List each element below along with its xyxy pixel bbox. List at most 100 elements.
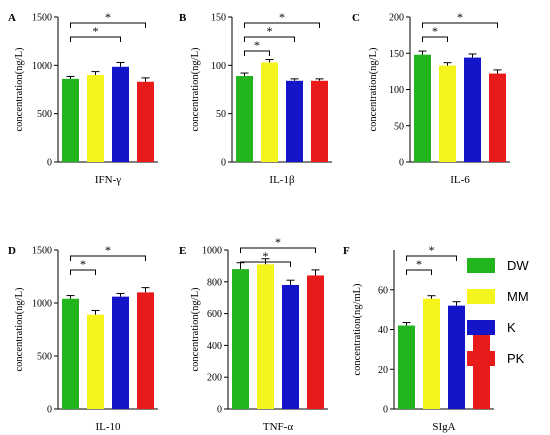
legend: DW MM K PK bbox=[467, 256, 547, 380]
y-tick-label: 200 bbox=[389, 13, 404, 24]
y-axis-label: concentration(ng/mL) bbox=[352, 283, 363, 376]
y-tick-label: 60 bbox=[378, 285, 388, 296]
y-tick-label: 800 bbox=[207, 277, 222, 288]
bar-dw bbox=[62, 78, 79, 162]
legend-label-pk: PK bbox=[507, 350, 525, 366]
panel-letter: C bbox=[352, 12, 360, 24]
y-axis-label: concentration(ng/L) bbox=[190, 47, 201, 131]
y-tick-label: 100 bbox=[389, 85, 404, 96]
y-tick-label: 0 bbox=[47, 405, 52, 416]
significance-bracket bbox=[406, 269, 432, 275]
legend-item-mm: MM bbox=[467, 287, 547, 305]
y-tick-label: 400 bbox=[207, 341, 222, 352]
y-tick-label: 200 bbox=[207, 373, 222, 384]
panel-e: E 0 200 400 600 800 1000 concentration(ng/L) TNF… bbox=[179, 235, 328, 433]
legend-swatch-k bbox=[467, 319, 495, 335]
x-axis-label: SIgA bbox=[432, 421, 455, 433]
bar-mm bbox=[87, 314, 104, 409]
bar-k bbox=[286, 80, 303, 162]
y-tick-label: 100 bbox=[211, 61, 226, 72]
y-tick-label: 1500 bbox=[32, 246, 52, 257]
bar-k bbox=[464, 57, 481, 162]
bar-dw bbox=[232, 269, 249, 409]
y-tick-label: 0 bbox=[217, 405, 222, 416]
panel-d: D 0 500 1000 1500 concentration(ng/L) IL-10 * * bbox=[8, 243, 158, 433]
significance-bracket bbox=[422, 22, 498, 28]
y-tick-label: 1000 bbox=[32, 61, 52, 72]
significance-bracket bbox=[244, 22, 320, 28]
y-axis-label: concentration(ng/L) bbox=[14, 47, 25, 131]
bar-mm bbox=[423, 298, 440, 409]
y-tick-label: 0 bbox=[47, 158, 52, 169]
significance-star: * bbox=[93, 24, 99, 38]
legend-label-dw: DW bbox=[507, 257, 529, 273]
significance-bracket bbox=[406, 255, 457, 261]
y-tick-label: 50 bbox=[216, 109, 226, 120]
panel-letter: A bbox=[8, 12, 16, 24]
bar-mm bbox=[87, 75, 104, 162]
significance-bracket bbox=[244, 36, 295, 42]
y-tick-label: 0 bbox=[383, 405, 388, 416]
significance-star: * bbox=[105, 243, 111, 257]
legend-item-pk: PK bbox=[467, 349, 547, 367]
significance-star: * bbox=[263, 249, 269, 263]
y-tick-label: 1000 bbox=[202, 246, 222, 257]
legend-swatch-mm bbox=[467, 288, 495, 304]
significance-bracket bbox=[422, 36, 448, 42]
y-tick-label: 1500 bbox=[32, 13, 52, 24]
significance-bracket bbox=[240, 247, 316, 253]
significance-bracket bbox=[70, 255, 146, 261]
panel-b: B 0 50 100 150 concentration(ng/L) IL-1β * * * bbox=[179, 10, 332, 186]
significance-bracket bbox=[70, 22, 146, 28]
x-axis-label: IL-10 bbox=[95, 421, 121, 433]
x-axis-label: IL-1β bbox=[269, 174, 295, 186]
bar-pk bbox=[307, 275, 324, 409]
y-tick-label: 600 bbox=[207, 309, 222, 320]
bar-mm bbox=[261, 62, 278, 162]
significance-star: * bbox=[279, 10, 285, 24]
y-tick-label: 500 bbox=[37, 352, 52, 363]
bar-k bbox=[112, 296, 129, 409]
legend-label-k: K bbox=[507, 319, 516, 335]
bar-mm bbox=[439, 65, 456, 162]
bar-pk bbox=[489, 73, 506, 162]
y-tick-label: 20 bbox=[378, 365, 388, 376]
x-axis-label: IFN-γ bbox=[95, 174, 121, 186]
y-tick-label: 50 bbox=[394, 121, 404, 132]
legend-item-k: K bbox=[467, 318, 547, 336]
legend-item-dw: DW bbox=[467, 256, 547, 274]
panel-letter: E bbox=[179, 245, 186, 257]
legend-swatch-dw bbox=[467, 257, 495, 273]
y-axis-label: concentration(ng/L) bbox=[14, 287, 25, 371]
bar-dw bbox=[414, 54, 431, 163]
significance-star: * bbox=[457, 10, 463, 24]
bar-k bbox=[448, 305, 465, 409]
x-axis-label: TNF-α bbox=[263, 421, 293, 433]
significance-bracket bbox=[244, 50, 270, 56]
bar-dw bbox=[62, 298, 79, 409]
y-tick-label: 0 bbox=[221, 158, 226, 169]
significance-bracket bbox=[240, 261, 291, 267]
bar-pk bbox=[137, 292, 154, 409]
significance-star: * bbox=[254, 38, 260, 52]
x-axis-label: IL-6 bbox=[450, 174, 470, 186]
significance-star: * bbox=[275, 235, 281, 249]
y-axis-label: concentration(ng/L) bbox=[368, 47, 379, 131]
bar-pk bbox=[137, 81, 154, 162]
y-tick-label: 1000 bbox=[32, 299, 52, 310]
legend-label-mm: MM bbox=[507, 288, 529, 304]
significance-star: * bbox=[432, 24, 438, 38]
bar-k bbox=[112, 66, 129, 162]
y-tick-label: 500 bbox=[37, 109, 52, 120]
bar-pk bbox=[473, 326, 490, 409]
y-tick-label: 150 bbox=[211, 13, 226, 24]
significance-star: * bbox=[80, 257, 86, 271]
bar-dw bbox=[398, 325, 415, 409]
y-tick-label: 40 bbox=[378, 325, 388, 336]
panel-letter: B bbox=[179, 12, 187, 24]
panel-letter: F bbox=[343, 245, 350, 257]
legend-swatch-pk bbox=[467, 350, 495, 366]
panel-letter: D bbox=[8, 245, 16, 257]
significance-star: * bbox=[105, 10, 111, 24]
